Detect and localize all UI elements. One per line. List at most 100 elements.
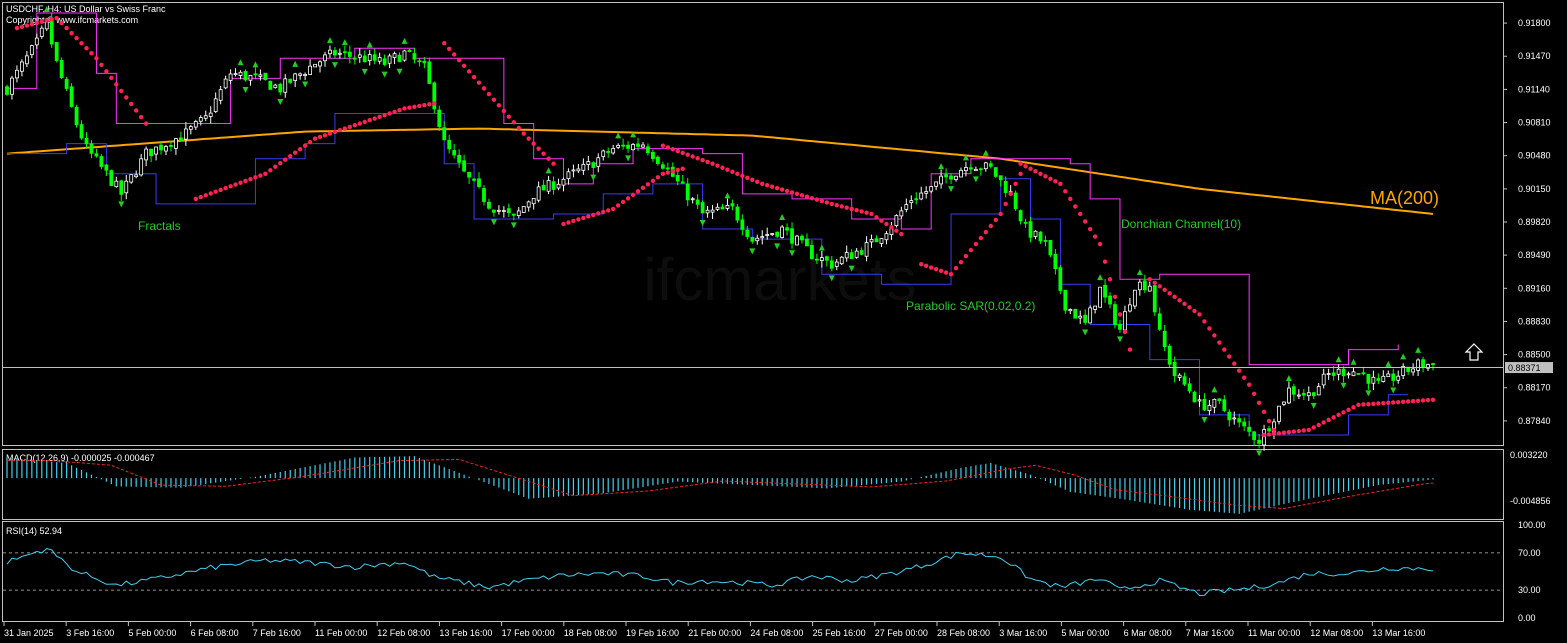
candle-body [1177,374,1182,378]
candle-body [700,202,705,214]
sar-dot [1341,410,1346,415]
candle-body [29,45,34,56]
candle-body [1242,421,1247,427]
sar-dot [143,121,149,126]
sar-dot [203,193,208,198]
copyright-text: Copyright © www.ifcmarkets.com [6,15,138,25]
sar-dot [1386,400,1391,406]
candle-body [496,209,501,212]
fractal-down-icon [972,176,979,183]
candle-body [323,54,327,62]
candle-body [382,58,387,65]
sar-dot [1172,294,1177,300]
price-axis: 0.91800 0.91470 0.91140 0.90810 0.90480 0.901… [1503,18,1551,426]
fractal-up-icon [1136,269,1143,276]
sar-dot [253,175,258,180]
sar-dot [1068,196,1073,202]
sar-dot [54,15,59,21]
sar-dot [690,154,695,159]
sar-dot [1043,174,1048,179]
sar-dot [551,161,556,166]
price-tick-label: 0.89490 [1518,250,1551,260]
candle-body [1381,375,1386,382]
rsi-tick-label: 100.00 [1518,520,1546,530]
candle-body [586,161,591,165]
sar-dot [650,178,656,184]
candle-body [1291,386,1296,395]
fractal-up-icon [43,5,50,12]
fractal-down-icon [1310,402,1317,409]
candle-body [526,201,531,208]
sar-dot [566,220,571,225]
time-tick-label: 28 Feb 08:00 [937,628,990,638]
sar-dot [1251,391,1257,396]
candle-body [983,162,988,170]
candle-body [954,175,958,180]
fractal-down-icon [789,250,796,257]
candle-body [730,203,735,207]
sar-dot [138,114,144,120]
time-tick-label: 7 Mar 16:00 [1186,628,1234,638]
candle-body [1386,373,1391,378]
sar-dot [1381,400,1386,406]
sar-dot [39,19,44,25]
sar-dot [1356,402,1361,408]
sar-dot [476,80,482,85]
sar-dot [89,51,94,56]
sar-dot [879,218,884,223]
sar-dot [342,126,348,131]
sar-dot [19,24,25,30]
sar-dot [1336,412,1341,418]
sar-dot [1187,305,1192,310]
candle-body [347,51,352,57]
candle-body [288,78,293,83]
sar-dot [983,229,989,235]
sar-dot [1261,432,1267,438]
fractal-up-icon [1211,386,1218,393]
candle-body [556,183,561,189]
sar-dot [606,208,611,213]
candle-body [894,215,899,227]
candle-body [372,54,377,61]
sar-dot [109,75,114,81]
candle-body [69,86,74,107]
candle-body [412,53,417,60]
fractal-up-icon [1097,274,1104,281]
candle-body [447,139,452,150]
candle-body [1033,230,1038,237]
candle-body [616,144,621,148]
sar-dot [397,107,402,113]
sar-dot [79,40,84,46]
fractal-down-icon [1365,390,1372,397]
candle-body [477,178,481,187]
candle-body [159,144,163,151]
fractal-up-icon [341,39,348,46]
sar-dot [1003,201,1008,207]
sar-dot [417,103,422,109]
annotation-donchian: Donchian Channel(10) [1121,217,1241,231]
sar-dot [740,173,745,178]
candle-body [303,74,308,77]
sar-dot [596,211,601,216]
time-tick-label: 6 Mar 08:00 [1124,628,1172,638]
candle-body [810,245,814,260]
sar-dot [894,228,899,233]
candle-body [124,180,129,194]
candle-body [223,78,228,89]
fractal-up-icon [982,149,989,156]
sar-dot [710,161,715,166]
candle-body [258,74,263,77]
macd-label: MACD(12,26,9) -0.000025 -0.000467 [6,453,155,463]
time-tick-label: 13 Feb 16:00 [439,628,492,638]
sar-dot [1162,287,1167,292]
sar-dot [412,104,417,110]
sar-dot [1152,280,1157,285]
sar-dot [1306,427,1311,433]
candle-body [402,50,407,61]
sar-dot [1127,347,1133,352]
fractal-down-icon [828,275,835,282]
sar-dot [377,114,382,120]
fractal-down-icon [361,68,368,75]
macd-signal [7,458,1434,510]
candle-body [660,164,665,169]
